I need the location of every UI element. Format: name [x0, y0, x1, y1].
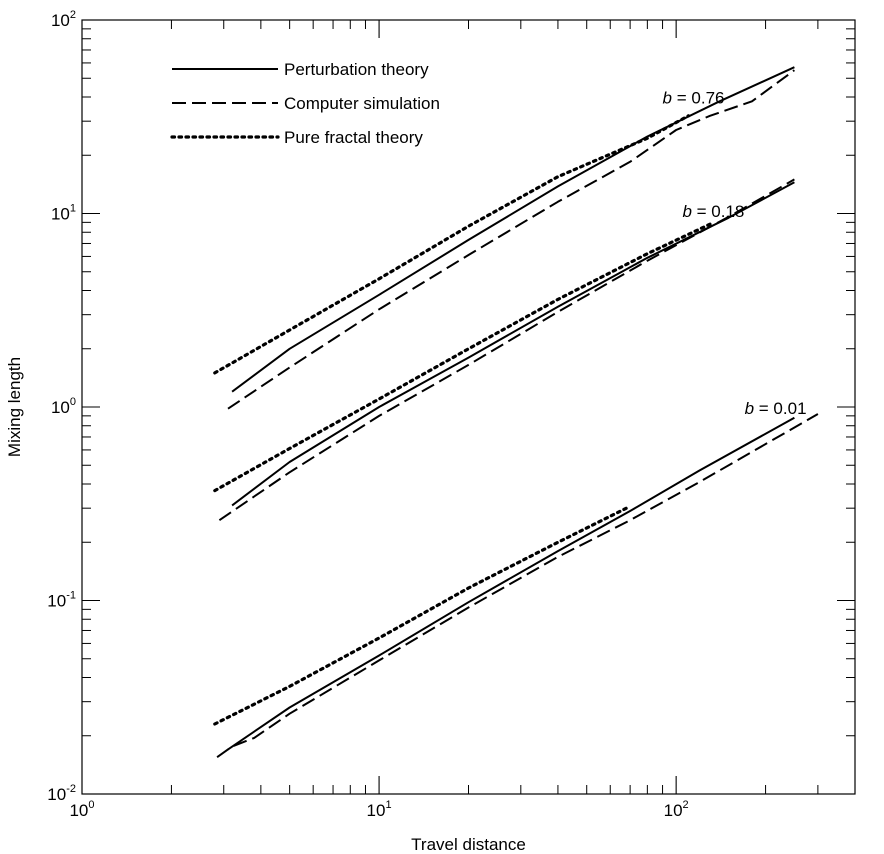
series-annotation: b = 0.01	[745, 399, 807, 418]
series-line-dotted	[213, 114, 691, 375]
series-line-dashed	[216, 413, 819, 759]
series-line-solid	[231, 181, 795, 507]
series-annotation: b = 0.18	[682, 202, 744, 221]
minor-ticks	[82, 20, 856, 794]
series-line-dotted	[213, 506, 629, 726]
y-tick-label: 102	[51, 9, 76, 30]
y-tick-labels: 10-2 10-1 100 101 102	[47, 9, 76, 804]
legend-label: Pure fractal theory	[284, 128, 423, 147]
series-line-dashed	[227, 69, 795, 410]
series-line-dashed	[218, 178, 795, 522]
y-tick-label: 10-1	[47, 590, 76, 611]
y-tick-label: 101	[51, 203, 76, 224]
x-tick-label: 102	[664, 799, 689, 820]
x-tick-labels: 100 101 102	[69, 799, 688, 820]
series-line-solid	[231, 66, 795, 393]
series-annotation: b = 0.76	[663, 89, 725, 108]
y-axis-label: Mixing length	[5, 357, 24, 457]
plot-frame	[81, 19, 856, 795]
legend-label: Perturbation theory	[284, 60, 429, 79]
annotation-group: b = 0.76 b = 0.18 b = 0.01	[663, 89, 807, 418]
legend: Perturbation theory Computer simulation Pu…	[170, 60, 440, 147]
series-group	[213, 66, 819, 759]
legend-label: Computer simulation	[284, 94, 440, 113]
y-tick-label: 100	[51, 396, 76, 417]
y-tick-label: 10-2	[47, 783, 76, 804]
x-axis-label: Travel distance	[411, 835, 526, 854]
x-tick-label: 100	[69, 799, 94, 820]
major-ticks	[82, 20, 855, 794]
series-line-solid	[227, 416, 795, 751]
series-line-dotted	[213, 222, 712, 493]
x-tick-label: 101	[367, 799, 392, 820]
